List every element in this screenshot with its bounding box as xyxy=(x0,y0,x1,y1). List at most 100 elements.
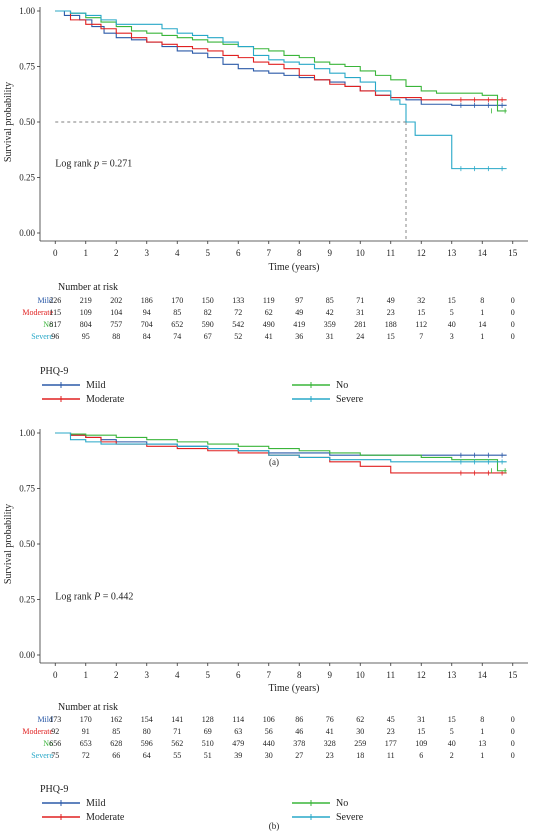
risk-cell: 13 xyxy=(478,739,486,748)
risk-cell: 109 xyxy=(80,308,92,317)
risk-cell: 85 xyxy=(326,296,334,305)
risk-cell: 562 xyxy=(171,739,183,748)
risk-cell: 82 xyxy=(204,308,212,317)
risk-cell: 74 xyxy=(173,332,181,341)
risk-cell: 3 xyxy=(450,332,454,341)
chart-panel-1: 0.000.250.500.751.000 1 2 3 4 5 6 7 8 9 10 11 12 13 14… xyxy=(3,428,528,831)
x-tick-label: 8 xyxy=(297,670,302,680)
y-tick-label: 0.75 xyxy=(19,62,35,72)
risk-row-label-no: No xyxy=(43,739,53,748)
risk-cell: 42 xyxy=(326,308,334,317)
annotation-suffix: = 0.271 xyxy=(99,158,132,169)
risk-cell: 6 xyxy=(419,751,423,760)
log-rank-annotation: Log rank P = 0.442 xyxy=(55,592,133,603)
risk-cell: 52 xyxy=(234,332,242,341)
risk-cell: 0 xyxy=(511,715,515,724)
risk-cell: 62 xyxy=(265,308,273,317)
risk-cell: 490 xyxy=(263,320,275,329)
risk-cell: 51 xyxy=(204,751,212,760)
y-tick-label: 0.00 xyxy=(19,650,35,660)
risk-cell: 328 xyxy=(324,739,336,748)
x-tick-label: 3 xyxy=(145,248,150,258)
risk-table-title: Number at risk xyxy=(58,282,118,293)
risk-cell: 0 xyxy=(511,727,515,736)
x-tick-label: 11 xyxy=(386,670,395,680)
annotation-suffix: = 0.442 xyxy=(100,592,133,603)
x-tick-label: 9 xyxy=(328,670,333,680)
y-tick-label: 1.00 xyxy=(19,428,35,438)
risk-cell: 150 xyxy=(202,296,214,305)
km-curve-no xyxy=(55,432,507,472)
risk-cell: 41 xyxy=(265,332,273,341)
x-tick-label: 0 xyxy=(53,248,58,258)
risk-cell: 115 xyxy=(49,308,61,317)
risk-cell: 652 xyxy=(171,320,183,329)
km-curve-no xyxy=(55,10,507,112)
risk-cell: 219 xyxy=(80,296,92,305)
x-tick-label: 11 xyxy=(386,248,395,258)
risk-cell: 49 xyxy=(295,308,303,317)
x-tick-label: 1 xyxy=(84,248,89,258)
x-tick-label: 2 xyxy=(114,670,119,680)
x-tick-label: 4 xyxy=(175,670,180,680)
x-axis-label: Time (years) xyxy=(268,683,319,694)
risk-cell: 188 xyxy=(385,320,397,329)
risk-cell: 186 xyxy=(141,296,153,305)
risk-cell: 18 xyxy=(356,751,364,760)
km-curve-mild xyxy=(55,10,507,106)
x-tick-label: 14 xyxy=(478,670,488,680)
risk-cell: 542 xyxy=(232,320,244,329)
annotation-prefix: Log rank xyxy=(55,592,94,603)
legend-entry-moderate: Moderate xyxy=(86,812,125,823)
risk-cell: 31 xyxy=(356,308,364,317)
risk-cell: 359 xyxy=(324,320,336,329)
risk-cell: 141 xyxy=(171,715,183,724)
risk-cell: 72 xyxy=(234,308,242,317)
risk-cell: 15 xyxy=(448,715,456,724)
risk-cell: 94 xyxy=(143,308,151,317)
risk-cell: 15 xyxy=(448,296,456,305)
risk-cell: 479 xyxy=(232,739,244,748)
risk-cell: 91 xyxy=(82,727,90,736)
x-tick-label: 10 xyxy=(356,670,366,680)
risk-cell: 704 xyxy=(141,320,153,329)
risk-cell: 0 xyxy=(511,751,515,760)
risk-cell: 23 xyxy=(387,308,395,317)
risk-cell: 628 xyxy=(110,739,122,748)
risk-cell: 170 xyxy=(80,715,92,724)
risk-cell: 109 xyxy=(415,739,427,748)
risk-cell: 92 xyxy=(51,727,59,736)
y-tick-label: 1.00 xyxy=(19,6,35,16)
risk-cell: 64 xyxy=(143,751,151,760)
risk-cell: 85 xyxy=(173,308,181,317)
y-tick-label: 0.25 xyxy=(19,595,35,605)
risk-row-label-severe: Severe xyxy=(31,332,53,341)
risk-cell: 114 xyxy=(232,715,244,724)
risk-cell: 15 xyxy=(417,727,425,736)
risk-cell: 104 xyxy=(110,308,122,317)
risk-cell: 7 xyxy=(419,332,423,341)
risk-row-label-moderate: Moderate xyxy=(22,308,53,317)
y-tick-label: 0.75 xyxy=(19,484,35,494)
risk-cell: 133 xyxy=(232,296,244,305)
log-rank-annotation: Log rank p = 0.271 xyxy=(55,158,132,169)
y-tick-label: 0.25 xyxy=(19,173,35,183)
risk-cell: 63 xyxy=(234,727,242,736)
risk-cell: 0 xyxy=(511,320,515,329)
y-tick-label: 0.50 xyxy=(19,117,35,127)
risk-cell: 72 xyxy=(82,751,90,760)
risk-cell: 226 xyxy=(49,296,61,305)
risk-cell: 40 xyxy=(448,739,456,748)
x-tick-label: 12 xyxy=(417,248,426,258)
risk-cell: 656 xyxy=(49,739,61,748)
risk-cell: 23 xyxy=(326,751,334,760)
y-tick-label: 0.00 xyxy=(19,228,35,238)
x-tick-label: 12 xyxy=(417,670,426,680)
risk-cell: 590 xyxy=(202,320,214,329)
risk-cell: 804 xyxy=(80,320,92,329)
legend-entry-moderate: Moderate xyxy=(86,394,125,405)
risk-cell: 84 xyxy=(143,332,151,341)
y-axis-label: Survival probability xyxy=(3,504,14,584)
risk-cell: 71 xyxy=(173,727,181,736)
risk-row-label-mild: Mild xyxy=(37,296,53,305)
